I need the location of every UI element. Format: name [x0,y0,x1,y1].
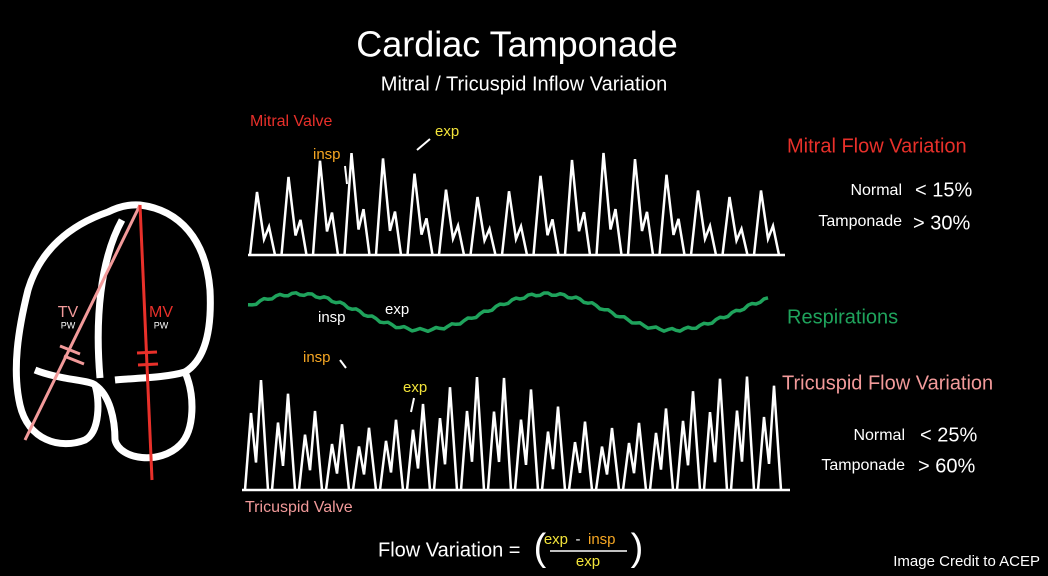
mv-mode: PW [154,320,169,330]
mv-gate [136,350,159,367]
resp-label: Respirations [787,306,898,328]
paren: ( [534,527,547,569]
row-value: > 60% [918,455,975,477]
formula-insp: insp [588,531,616,548]
row-value: < 15% [915,179,972,201]
mv-label: MV [149,304,173,321]
row-label: Normal [850,182,902,199]
tricuspid-label: Tricuspid Valve [245,499,353,516]
credit: Image Credit to ACEP [893,553,1040,570]
tricuspid-exp: exp [403,379,427,396]
mitral-exp: exp [435,123,459,140]
mitral-waveform [248,152,781,256]
formula-exp: exp [544,531,568,548]
resp-insp: insp [318,309,346,326]
tv-label: TV [58,304,79,321]
formula-denominator: exp [576,553,600,570]
waveforms [242,152,790,492]
tricuspid-heading: Tricuspid Flow Variation [782,372,993,394]
pointer [416,138,431,151]
mitral-insp: insp [313,146,341,163]
pointer [344,165,348,185]
row-label: Normal [853,427,905,444]
paren: ) [631,527,644,569]
tricuspid-waveform [243,376,783,491]
formula-lhs: Flow Variation = [378,539,520,561]
tricuspid-insp: insp [303,349,331,366]
mv-beam [138,204,154,481]
mitral-heading: Mitral Flow Variation [787,135,967,157]
row-value: < 25% [920,424,977,446]
formula-minus: - [576,531,581,548]
row-label: Tamponade [818,213,902,230]
tv-gate [59,344,85,366]
title: Cardiac Tamponade [356,24,678,65]
subtitle: Mitral / Tricuspid Inflow Variation [381,73,667,95]
pointer [339,359,347,369]
heart-outline [12,201,214,462]
respiration-trace [247,291,769,334]
row-label: Tamponade [821,457,905,474]
tv-beam [23,204,142,441]
resp-exp: exp [385,301,409,318]
mitral-label: Mitral Valve [250,113,332,130]
tv-mode: PW [61,320,76,330]
pointer [410,397,415,413]
row-value: > 30% [913,212,970,234]
